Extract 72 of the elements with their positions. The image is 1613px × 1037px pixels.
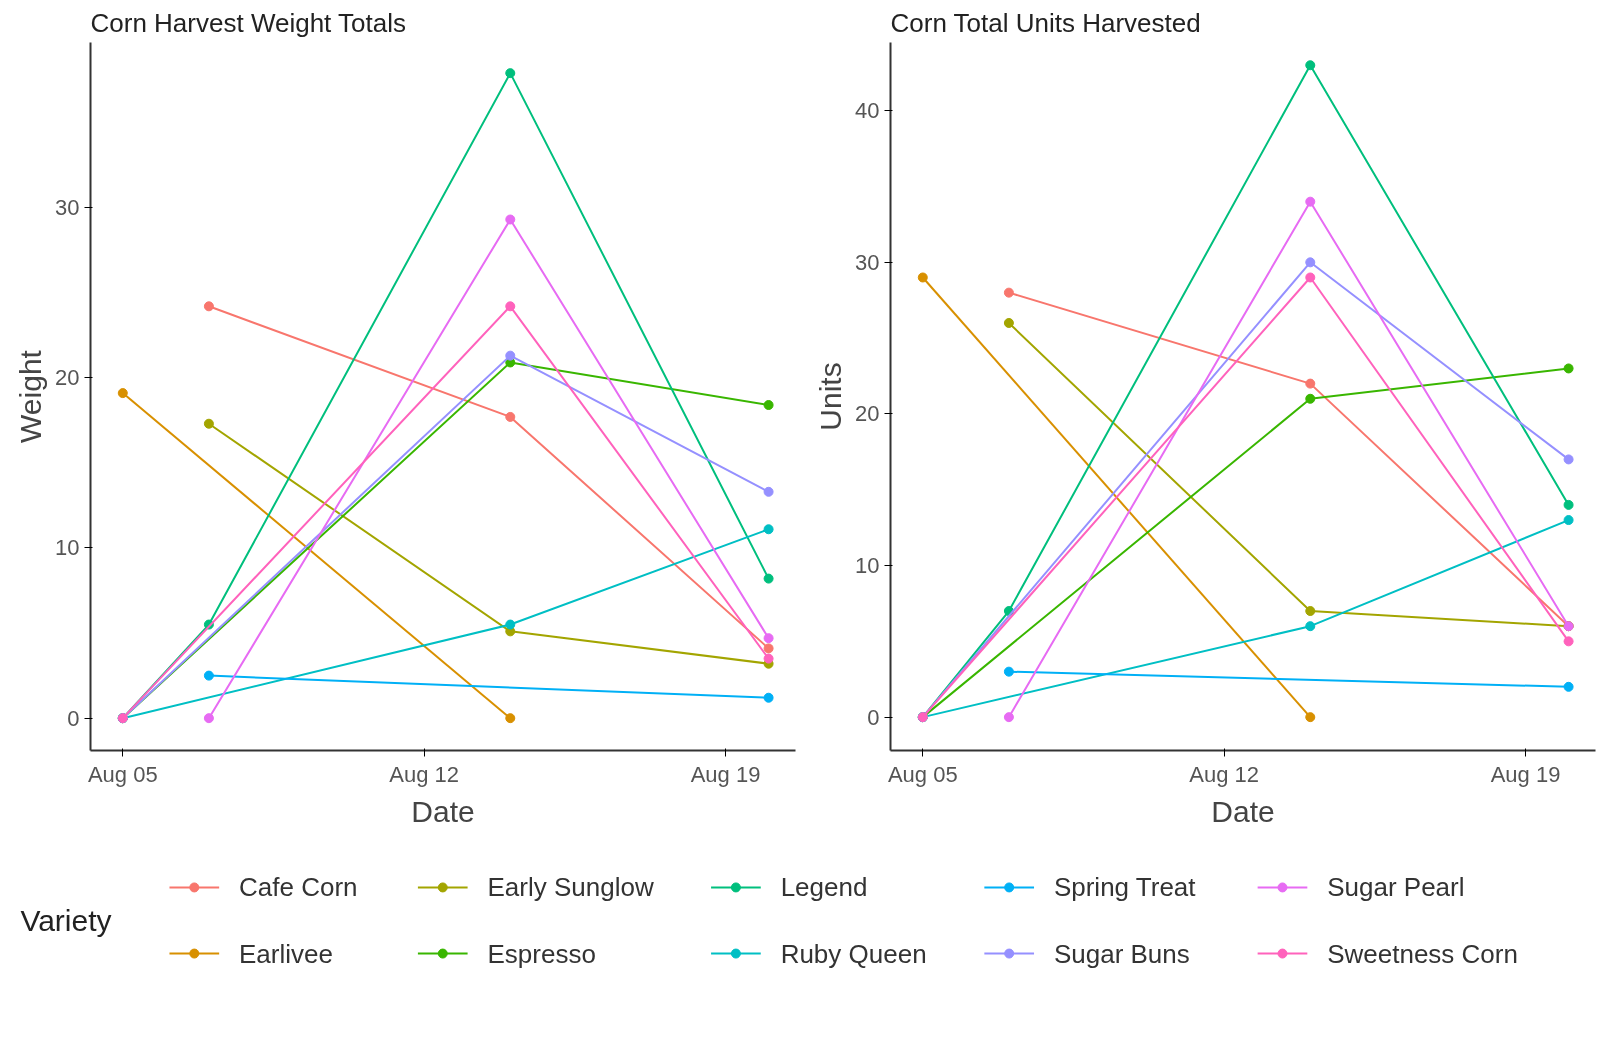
x-tick-label: Aug 19 [1490,761,1561,787]
x-tick-label: Aug 12 [389,761,460,787]
point [1563,515,1574,526]
y-tick-label: 0 [867,704,880,730]
legend-label: Sugar Pearl [1327,872,1465,903]
point [1305,272,1316,283]
y-axis-title: Weight [14,349,48,443]
legend-label: Legend [780,872,868,903]
point [1003,287,1014,298]
point [763,643,774,654]
y-tick-label: 20 [55,365,80,391]
y-tick-label: 10 [55,535,80,561]
point [763,692,774,703]
legend-label: Earlivee [239,938,333,969]
y-axis-title: Units [814,362,848,431]
legend-label: Ruby Queen [780,938,927,969]
point [1003,712,1014,723]
point [203,301,214,312]
y-tick-label: 40 [855,98,880,124]
x-tick-label: Aug 05 [87,761,158,787]
point [1563,363,1574,374]
point [1305,606,1316,617]
point [1305,378,1316,389]
point [505,411,516,422]
point [505,619,516,630]
y-tick-label: 10 [855,553,880,579]
x-axis-title: Date [411,794,475,828]
y-tick-label: 20 [855,401,880,427]
point [505,68,516,79]
point [917,272,928,283]
point [1563,636,1574,647]
point [1003,317,1014,328]
legend-label: Early Sunglow [487,872,654,903]
point [505,350,516,361]
point [1305,712,1316,723]
point [1305,621,1316,632]
point [1003,666,1014,677]
point [763,400,774,410]
point [1305,196,1316,207]
y-tick-label: 0 [67,705,80,731]
point [505,713,516,724]
y-tick-label: 30 [55,195,80,221]
point [763,524,774,535]
legend-label: Sugar Buns [1053,938,1190,969]
legend-label: Spring Treat [1053,872,1197,903]
point [1305,60,1316,71]
point [763,573,774,584]
x-tick-label: Aug 05 [887,761,958,787]
point [1563,499,1574,510]
point [763,486,774,497]
legend-label: Espresso [487,938,596,969]
point [1305,393,1316,404]
point [117,388,128,399]
point [203,418,214,429]
chart-title: Corn Harvest Weight Totals [90,7,407,38]
point [505,214,516,225]
chart-title: Corn Total Units Harvested [890,7,1201,38]
legend-label: Sweetness Corn [1327,938,1518,969]
point [1563,454,1574,465]
y-tick-label: 30 [855,249,880,275]
point [1563,681,1574,692]
legend-label: Cafe Corn [239,872,358,903]
point [763,633,774,644]
legend-title: Variety [20,904,112,937]
point [203,670,214,681]
x-tick-label: Aug 19 [690,761,761,787]
point [763,653,774,664]
point [203,713,214,724]
x-tick-label: Aug 12 [1189,761,1260,787]
x-axis-title: Date [1211,794,1275,828]
point [505,301,516,312]
point [1305,257,1316,268]
